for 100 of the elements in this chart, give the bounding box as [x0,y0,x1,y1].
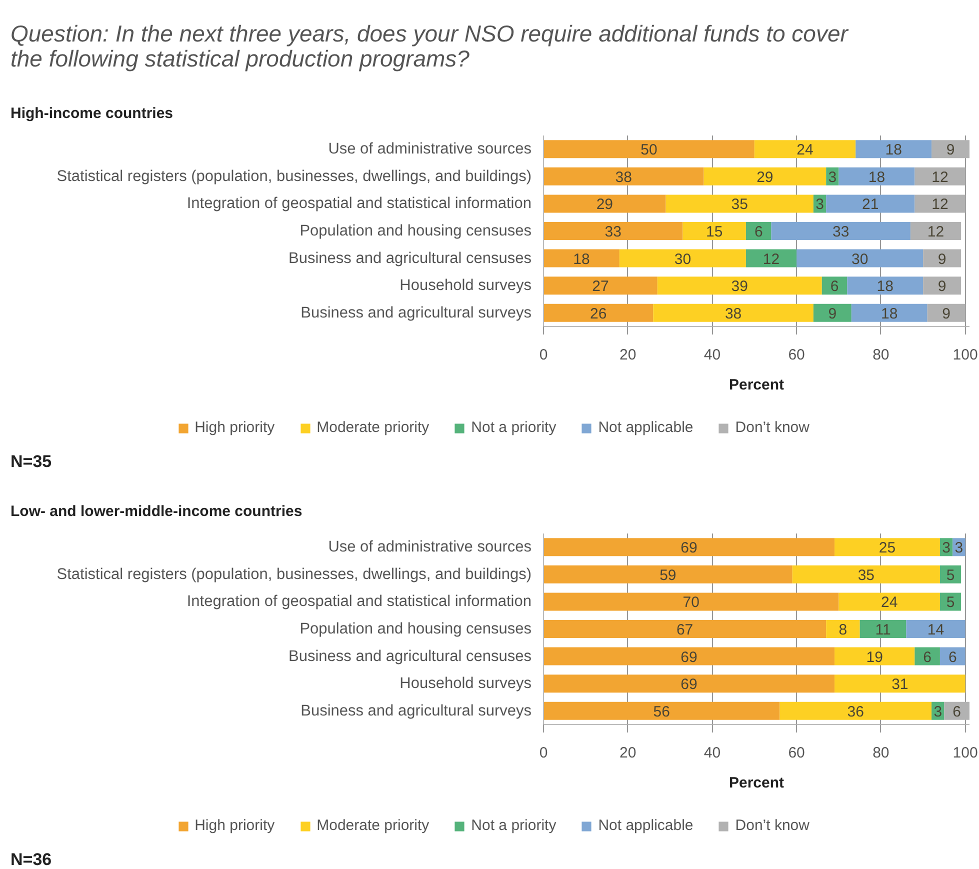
y-tick-label: Population and housing censuses [300,222,532,240]
y-tick-label: Business and agricultural censuses [288,648,532,665]
bar [754,140,856,158]
bar [944,702,970,720]
data-label: 18 [868,168,886,186]
data-label: 15 [706,224,723,240]
bar [923,276,962,295]
bar [838,167,915,186]
data-label: 56 [653,703,670,720]
legend-label: Not a priority [471,817,556,834]
data-label: 3 [954,540,964,557]
bar [682,222,746,240]
bar [860,620,906,638]
data-label: 6 [830,278,839,296]
bar [826,194,915,213]
x-tick-label: 60 [788,346,805,364]
data-label: 9 [828,305,837,322]
y-tick-label: Household surveys [400,675,532,692]
bar [544,702,780,720]
bar [619,249,746,268]
legend-label: Don’t know [735,817,810,834]
data-label: 29 [596,196,614,214]
bar [544,674,835,693]
bar [746,249,797,268]
data-label: 3 [816,196,824,214]
data-label: 12 [927,224,944,240]
y-tick-label: Use of administrative sources [328,538,532,556]
data-label: 50 [640,142,658,159]
x-tick-label: 0 [539,346,548,364]
y-tick-label: Household surveys [400,277,532,294]
data-label: 18 [573,250,590,268]
x-axis-title: Percent [728,376,784,394]
y-tick-label: Business and agricultural censuses [288,250,532,267]
data-label: 69 [680,648,698,666]
x-tick-label: 100 [952,744,978,762]
bar [914,647,940,666]
bar [544,565,792,584]
data-label: 9 [938,250,946,268]
x-tick-label: 20 [620,744,636,762]
bar [544,140,754,158]
text: N=36 [10,850,52,869]
data-label: 33 [832,224,850,240]
data-label: 35 [731,196,748,214]
bar [746,222,772,240]
data-label: 9 [942,305,950,322]
bar [544,249,620,268]
data-label: 33 [604,224,622,240]
bar [780,702,932,720]
legend-label: Not a priority [471,419,556,436]
data-label: 24 [881,594,898,612]
chart-title: Question: In the next three years, does your NSO require additional funds to cover the following statistical production programs? [10,20,850,72]
x-tick-label: 80 [872,744,890,762]
bar [544,194,666,213]
bar [927,304,966,322]
x-tick-label: 0 [539,744,548,762]
x-tick-label: 40 [704,346,721,364]
y-tick-label: Population and housing censuses [300,620,532,638]
data-label: 67 [676,622,694,638]
x-tick-label: 100 [952,346,978,364]
bar [923,249,962,268]
legend-label: Don’t know [735,419,810,436]
y-tick-label: Statistical registers (population, businesses, dwellings, and buildings) [56,566,532,583]
bar [834,674,966,693]
data-label: 18 [885,142,902,159]
bar [544,647,835,666]
data-label: 3 [942,540,950,557]
bar [910,222,962,240]
data-label: 21 [862,196,879,214]
text: N=35 [10,452,52,471]
data-label: 6 [754,224,763,240]
bar [544,538,835,556]
bar [847,276,924,295]
data-label: 25 [878,540,896,557]
bar [834,538,940,556]
x-axis-title: Percent [728,774,784,792]
bar [544,167,704,186]
bar [940,647,966,666]
bar [932,140,970,158]
data-label: 5 [946,566,955,584]
bar [906,620,966,638]
data-label: 35 [858,566,875,584]
bar [666,194,814,213]
data-label: 38 [615,168,632,186]
data-label: 31 [892,676,908,694]
data-label: 19 [866,648,883,666]
data-label: 12 [932,196,948,214]
data-label: 14 [927,622,944,638]
y-tick-label: Statistical registers (population, businesses, dwellings, and buildings) [56,168,532,185]
bar [544,304,654,322]
bar [657,276,822,295]
y-tick-label: Integration of geospatial and statistical information [186,593,532,610]
data-label: 59 [660,566,676,584]
data-label: 3 [934,703,942,720]
bar [544,592,839,611]
data-label: 11 [875,622,891,638]
data-label: 27 [592,278,609,296]
data-label: 6 [952,703,962,720]
data-label: 18 [876,278,894,296]
data-label: 36 [847,703,864,720]
data-label: 5 [946,594,955,612]
